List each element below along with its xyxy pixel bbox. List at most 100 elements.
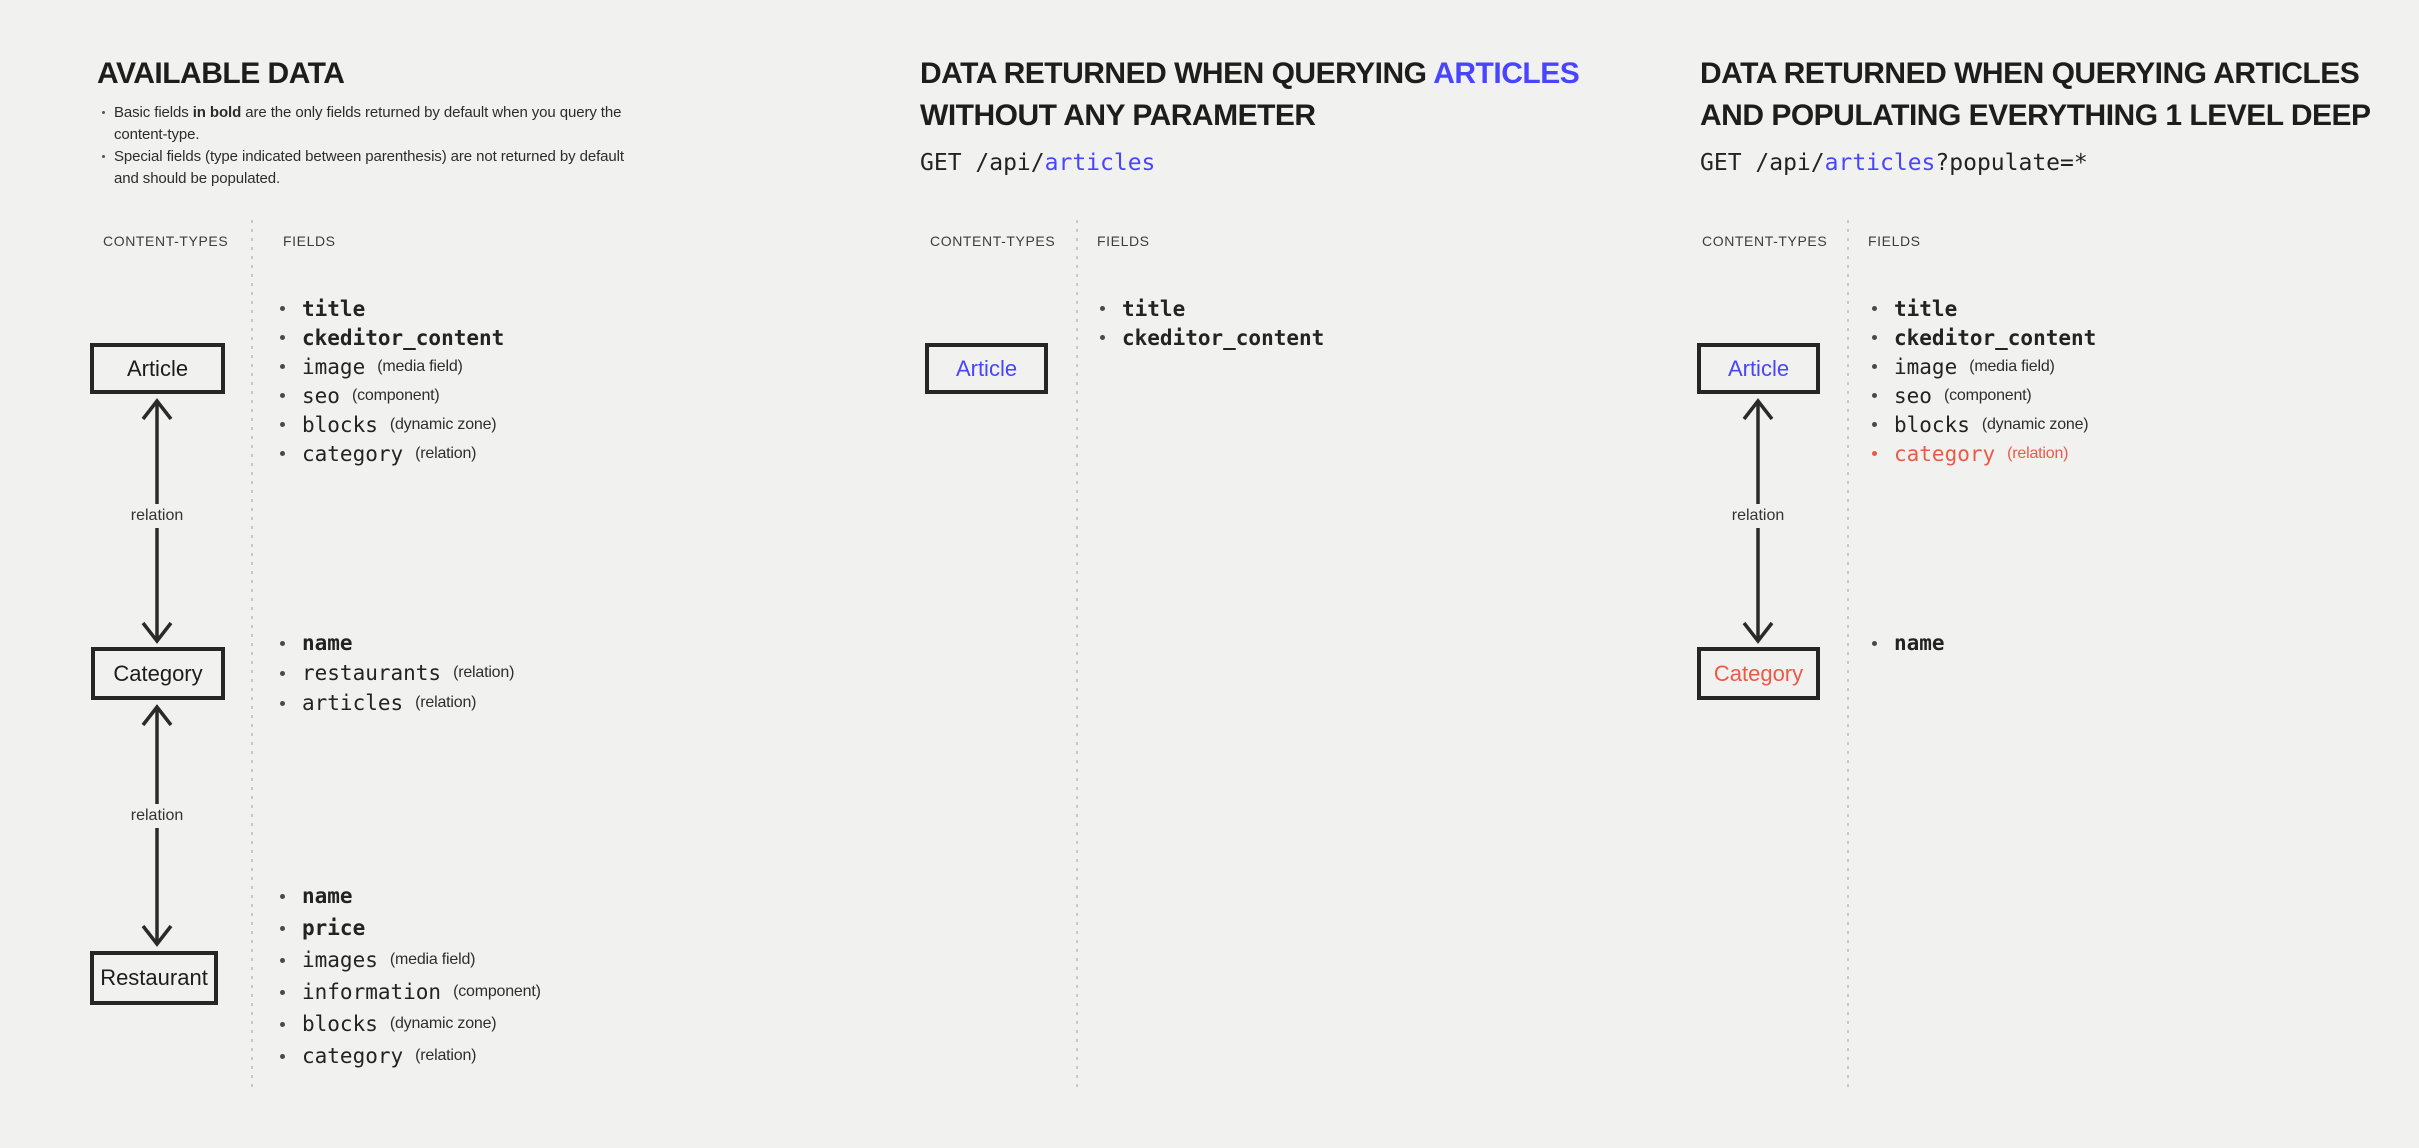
bullet-icon bbox=[280, 1021, 285, 1027]
bullet-icon bbox=[280, 893, 285, 899]
column3-title: DATA RETURNED WHEN QUERYING ARTICLES AND… bbox=[1700, 53, 2371, 137]
column2-content-types-label: CONTENT-TYPES bbox=[930, 233, 1056, 249]
note-bold-text: in bold bbox=[192, 104, 242, 121]
column3-category-box: Category bbox=[1697, 647, 1820, 700]
field-name: restaurants bbox=[302, 661, 442, 685]
field-row: title bbox=[1100, 294, 1324, 323]
field-row: category (relation) bbox=[280, 439, 504, 468]
column2-title-line1: DATA RETURNED WHEN QUERYING ARTICLES bbox=[920, 53, 1580, 95]
relation-label: relation bbox=[125, 804, 189, 828]
column3-returned-category-fields: name bbox=[1872, 628, 1945, 658]
request-query: ?populate=* bbox=[1935, 150, 2088, 176]
bullet-icon bbox=[280, 335, 285, 340]
column3-fields-label: FIELDS bbox=[1868, 233, 1921, 249]
bullet-icon bbox=[280, 670, 285, 676]
field-name: seo bbox=[1894, 383, 1932, 408]
column1-divider bbox=[251, 220, 253, 1090]
field-type-note: (component) bbox=[453, 983, 541, 1000]
column1-article-fields: title ckeditor_content image (media field… bbox=[280, 294, 504, 468]
field-type-note: (relation) bbox=[415, 694, 477, 711]
field-type-note: (relation) bbox=[415, 444, 477, 462]
field-row: name bbox=[280, 628, 514, 658]
bullet-icon bbox=[1872, 364, 1877, 369]
column1-title: AVAILABLE DATA bbox=[97, 57, 345, 90]
field-row: images (media field) bbox=[280, 944, 541, 976]
field-row: seo (component) bbox=[280, 381, 504, 410]
field-type-note: (media field) bbox=[377, 357, 463, 375]
title-highlight: ARTICLES bbox=[1433, 57, 1580, 90]
column2-request-line: GET /api/articles bbox=[920, 150, 1155, 176]
field-name: ckeditor_content bbox=[1894, 325, 2097, 350]
note-text: and should be populated. bbox=[114, 170, 281, 187]
field-type-note: (relation) bbox=[453, 664, 515, 681]
column3-divider bbox=[1847, 220, 1849, 1090]
relation-label: relation bbox=[1726, 504, 1790, 528]
request-method-path: GET /api/ bbox=[1700, 150, 1825, 176]
field-type-note: (media field) bbox=[1969, 357, 2055, 375]
title-text: DATA RETURNED WHEN QUERYING bbox=[920, 57, 1434, 90]
bullet-icon bbox=[280, 1053, 285, 1059]
field-type-note: (dynamic zone) bbox=[389, 1015, 497, 1032]
field-row: ckeditor_content bbox=[1100, 323, 1324, 352]
field-name: price bbox=[302, 916, 366, 940]
intro-note-2: Special fields (type indicated between p… bbox=[100, 146, 660, 190]
column1-restaurant-box: Restaurant bbox=[90, 951, 218, 1005]
field-row: blocks (dynamic zone) bbox=[280, 1008, 541, 1040]
intro-note-1: Basic fields in bold are the only fields… bbox=[100, 102, 660, 146]
field-name: name bbox=[1894, 631, 1945, 655]
bullet-icon bbox=[1100, 306, 1105, 311]
column3-returned-article-fields: title ckeditor_content image (media field… bbox=[1872, 294, 2096, 468]
column2-article-box: Article bbox=[925, 343, 1048, 394]
field-name: blocks bbox=[1894, 412, 1970, 437]
field-name: title bbox=[302, 296, 366, 321]
field-row: title bbox=[1872, 294, 2096, 323]
request-endpoint: articles bbox=[1044, 150, 1156, 176]
column1-intro-notes: Basic fields in bold are the only fields… bbox=[100, 102, 660, 190]
field-row: blocks (dynamic zone) bbox=[280, 410, 504, 439]
column3-title-line1: DATA RETURNED WHEN QUERYING ARTICLES bbox=[1700, 57, 2360, 90]
article-box-label: Article bbox=[126, 355, 189, 381]
field-name: blocks bbox=[302, 412, 378, 437]
field-row: name bbox=[1872, 628, 1945, 658]
field-row: category (relation) bbox=[280, 1040, 541, 1072]
bullet-icon bbox=[1872, 335, 1877, 340]
bullet-icon bbox=[1872, 640, 1877, 646]
field-name: information bbox=[302, 980, 442, 1004]
column2-returned-fields: title ckeditor_content bbox=[1100, 294, 1324, 352]
column3-content-types-label: CONTENT-TYPES bbox=[1702, 233, 1828, 249]
field-type-note: (component) bbox=[1943, 386, 2032, 404]
column2-fields-label: FIELDS bbox=[1097, 233, 1150, 249]
field-name: category bbox=[302, 1044, 404, 1068]
bullet-icon bbox=[102, 111, 105, 114]
field-type-note: (dynamic zone) bbox=[389, 415, 497, 433]
field-row: restaurants (relation) bbox=[280, 658, 514, 688]
field-name: category bbox=[302, 441, 404, 466]
field-name: name bbox=[302, 884, 353, 908]
bullet-icon bbox=[280, 700, 285, 706]
note-text: are the only fields returned by default … bbox=[114, 104, 622, 143]
note-text: Special fields (type indicated between p… bbox=[114, 148, 624, 165]
field-name: name bbox=[302, 631, 353, 655]
field-name: title bbox=[1894, 296, 1958, 321]
field-name: title bbox=[1122, 296, 1186, 321]
request-endpoint: articles bbox=[1824, 150, 1936, 176]
column1-article-box: Article bbox=[90, 343, 225, 394]
field-name: image bbox=[302, 354, 366, 379]
field-row: information (component) bbox=[280, 976, 541, 1008]
field-type-note: (component) bbox=[351, 386, 440, 404]
restaurant-box-label: Restaurant bbox=[100, 965, 208, 990]
category-box-label: Category bbox=[113, 660, 203, 686]
intro-note-2-text: Special fields (type indicated between p… bbox=[114, 146, 624, 190]
column2-title: DATA RETURNED WHEN QUERYING ARTICLES WIT… bbox=[920, 53, 1580, 137]
bullet-icon bbox=[1872, 306, 1877, 311]
field-row: articles (relation) bbox=[280, 688, 514, 718]
field-name: blocks bbox=[302, 1012, 378, 1036]
field-name: seo bbox=[302, 383, 340, 408]
request-method-path: GET /api/ bbox=[920, 150, 1045, 176]
article-box-label: Article bbox=[1727, 355, 1790, 381]
field-type-note: (relation) bbox=[2007, 444, 2069, 462]
column3-request-line: GET /api/articles?populate=* bbox=[1700, 150, 2088, 176]
category-box-label: Category bbox=[1713, 660, 1804, 686]
bullet-icon bbox=[280, 640, 285, 646]
